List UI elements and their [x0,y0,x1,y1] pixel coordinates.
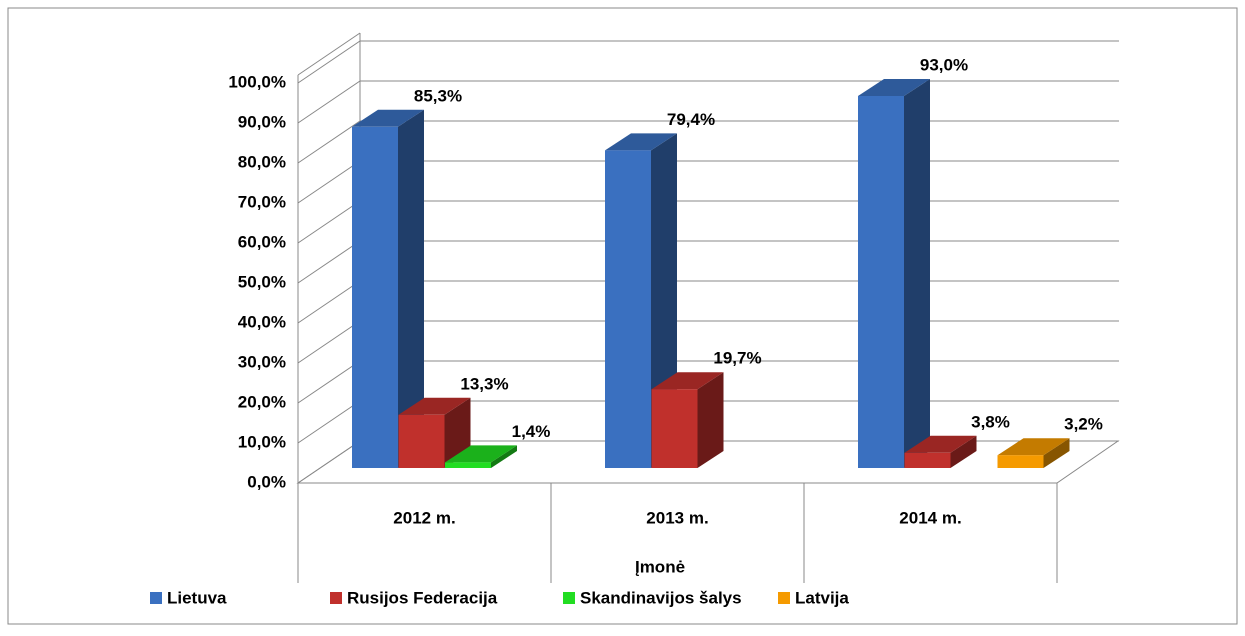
bar-group [651,372,724,468]
bar-top [398,397,471,415]
bar [651,389,698,468]
data-label: 19,7% [713,349,761,368]
bar-side [491,445,517,468]
legend-label: Lietuva [167,588,227,607]
bar-side [697,372,724,468]
bar [445,462,491,468]
x-tick-label: 2013 m. [646,508,708,527]
bar-side [904,79,930,468]
bar [858,96,904,468]
bar [352,126,398,469]
data-label: 13,3% [460,374,508,393]
y-tick-label: 90,0% [238,112,286,131]
legend-label: Rusijos Federacija [347,588,498,607]
bar-side [950,435,977,468]
grid-line [297,40,1119,84]
bar-top [651,372,724,390]
bar-top [605,133,677,151]
bar-side [1043,438,1070,468]
bar-group [858,79,930,468]
data-label: 1,4% [512,422,551,441]
bar-top [352,109,424,127]
bar-side [398,109,424,469]
data-label: 85,3% [414,86,462,105]
x-tick-label: 2014 m. [899,508,961,527]
x-axis-title: Įmonė [635,557,685,576]
grid-line [297,80,1119,124]
data-label: 3,8% [971,412,1010,431]
bar [904,452,951,468]
wall-edge [297,32,361,76]
data-label: 3,2% [1064,415,1103,434]
legend-swatch [150,592,162,604]
y-tick-label: 100,0% [228,72,286,91]
bar-group [904,435,977,468]
bar [605,150,651,468]
y-tick-label: 0,0% [247,472,286,491]
y-tick-label: 60,0% [238,232,286,251]
bar-group [997,438,1070,468]
data-label: 79,4% [667,110,715,129]
bar [398,414,445,468]
bar [997,455,1044,468]
bar-top [858,79,930,96]
bar-top [445,445,517,463]
legend-label: Skandinavijos šalys [580,588,742,607]
data-label: 93,0% [920,55,968,74]
y-tick-label: 30,0% [238,352,286,371]
y-tick-label: 10,0% [238,432,286,451]
legend-swatch [330,592,342,604]
bar-top [997,438,1070,456]
y-tick-label: 70,0% [238,192,286,211]
x-tick-label: 2012 m. [393,508,455,527]
y-tick-label: 40,0% [238,312,286,331]
legend-swatch [563,592,575,604]
y-tick-label: 80,0% [238,152,286,171]
bar-group [352,109,424,469]
y-tick-label: 50,0% [238,272,286,291]
bar-group [445,445,517,468]
legend-label: Latvija [795,588,849,607]
legend-swatch [778,592,790,604]
bar-top [904,435,977,453]
y-tick-label: 20,0% [238,392,286,411]
